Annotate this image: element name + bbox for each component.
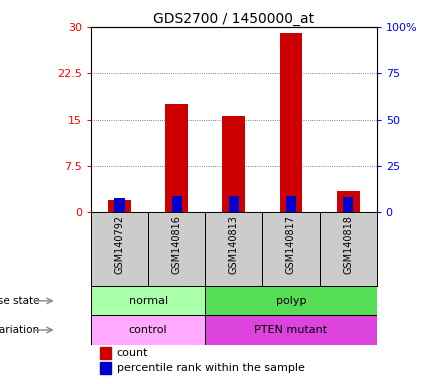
Text: GSM140792: GSM140792 [114,215,125,274]
Text: GSM140818: GSM140818 [343,215,353,274]
Bar [100,347,111,359]
Bar [91,315,205,344]
Bar [337,190,359,212]
Bar [262,212,320,286]
Bar [100,362,111,374]
Text: PTEN mutant: PTEN mutant [255,325,327,335]
Bar [171,195,182,212]
Bar [320,212,377,286]
Bar [205,286,377,315]
Title: GDS2700 / 1450000_at: GDS2700 / 1450000_at [153,12,314,26]
Bar [229,197,239,212]
Bar [343,197,353,212]
Bar [91,286,205,315]
Bar [91,212,148,286]
Text: GSM140817: GSM140817 [286,215,296,274]
Text: GSM140816: GSM140816 [171,215,182,274]
Bar [223,116,245,212]
Bar [108,200,131,212]
Text: normal: normal [129,296,168,306]
Text: polyp: polyp [276,296,306,306]
Text: percentile rank within the sample: percentile rank within the sample [116,363,304,373]
Text: disease state: disease state [0,296,39,306]
Bar [286,195,296,212]
Bar [148,212,205,286]
Text: GSM140813: GSM140813 [229,215,239,274]
Bar [205,212,262,286]
Bar [114,198,125,212]
Bar [165,104,188,212]
Text: genotype/variation: genotype/variation [0,325,39,335]
Text: control: control [129,325,168,335]
Bar [280,33,302,212]
Bar [205,315,377,344]
Text: count: count [116,348,148,358]
